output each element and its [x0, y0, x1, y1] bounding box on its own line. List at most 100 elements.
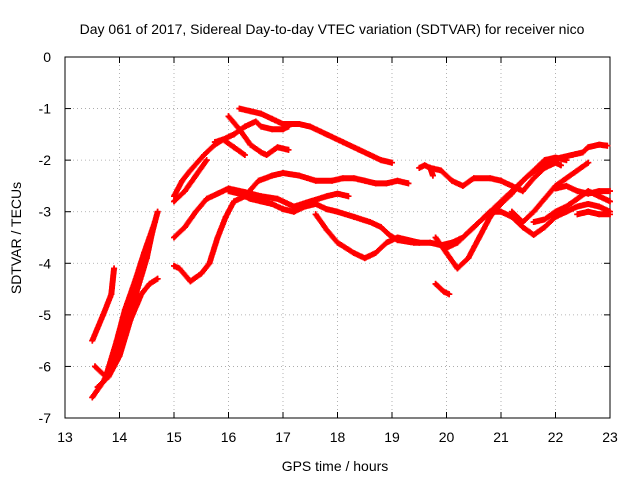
data-point — [596, 211, 603, 218]
data-series-trace-3 — [91, 219, 158, 380]
data-point — [356, 146, 363, 153]
data-point — [519, 188, 526, 195]
data-point — [432, 234, 439, 241]
data-point — [416, 239, 423, 246]
data-point — [405, 237, 412, 244]
data-point — [350, 249, 357, 256]
data-point — [236, 105, 243, 112]
data-point — [367, 151, 374, 158]
data-point — [585, 190, 592, 197]
plot-frame — [64, 56, 611, 419]
x-tick-label: 20 — [439, 429, 455, 445]
x-tick-label: 22 — [548, 429, 564, 445]
data-series-trace-13 — [312, 211, 423, 262]
data-point — [247, 195, 254, 202]
data-point — [230, 198, 237, 205]
data-point — [285, 146, 292, 153]
data-point — [519, 224, 526, 231]
data-point — [154, 275, 161, 282]
data-point — [247, 108, 254, 115]
data-point — [427, 164, 434, 171]
data-point — [394, 234, 401, 241]
data-point — [552, 213, 559, 220]
y-tick-label: -3 — [39, 204, 52, 220]
data-series-trace-7 — [171, 185, 352, 241]
data-point — [89, 337, 96, 344]
data-point — [296, 172, 303, 179]
data-series-trace-6 — [171, 157, 210, 205]
data-series-trace-1 — [89, 265, 118, 344]
data-point — [339, 139, 346, 146]
data-series-trace-12 — [236, 105, 395, 166]
data-point — [405, 180, 412, 187]
data-point — [585, 200, 592, 207]
data-point — [574, 195, 581, 202]
data-point — [446, 291, 453, 298]
data-point — [203, 157, 210, 164]
data-point — [498, 208, 504, 215]
data-point — [487, 213, 494, 220]
data-point — [465, 229, 472, 236]
data-point — [312, 200, 319, 207]
data-point — [206, 260, 213, 267]
data-series-trace-4 — [94, 275, 161, 391]
data-point — [263, 151, 270, 158]
data-point — [541, 224, 548, 231]
data-point — [476, 219, 483, 226]
series-trace — [89, 265, 118, 344]
y-tick-label: -5 — [39, 307, 52, 323]
data-point — [596, 188, 603, 195]
data-point — [247, 141, 254, 148]
data-point — [350, 175, 357, 182]
series-layer — [89, 105, 613, 401]
data-point — [94, 384, 101, 391]
data-point — [132, 291, 139, 298]
data-point — [138, 291, 145, 298]
data-point — [574, 188, 581, 195]
data-point — [432, 280, 439, 287]
data-point — [171, 193, 177, 200]
x-tick-label: 14 — [112, 429, 128, 445]
data-point — [192, 208, 199, 215]
data-point — [296, 121, 303, 128]
data-point — [519, 177, 526, 184]
data-point — [301, 203, 308, 210]
data-point — [530, 231, 537, 238]
data-point — [508, 190, 515, 197]
data-point — [429, 172, 436, 179]
data-point — [127, 317, 134, 324]
data-series-trace-15 — [427, 159, 564, 195]
data-point — [211, 139, 218, 146]
series-trace — [552, 182, 613, 197]
data-point — [585, 144, 592, 151]
data-point — [252, 118, 259, 125]
data-point — [596, 203, 603, 210]
data-point — [154, 208, 161, 215]
data-point — [530, 208, 537, 215]
data-point — [557, 162, 564, 169]
data-point — [541, 216, 548, 223]
data-point — [574, 203, 581, 210]
data-point — [323, 206, 330, 213]
data-point — [563, 175, 570, 182]
data-point — [508, 208, 515, 215]
data-point — [498, 177, 504, 184]
data-series-trace-17 — [432, 280, 453, 298]
data-point — [241, 151, 248, 158]
data-point — [465, 255, 472, 262]
data-point — [176, 265, 183, 272]
y-tick-label: -6 — [39, 358, 52, 374]
data-point — [498, 200, 504, 207]
data-point — [574, 211, 581, 218]
data-point — [274, 144, 281, 151]
data-point — [323, 226, 330, 233]
data-point — [541, 164, 548, 171]
data-point — [280, 126, 286, 133]
data-point — [383, 180, 390, 187]
data-point — [113, 337, 120, 344]
data-point — [312, 177, 319, 184]
data-point — [607, 188, 613, 195]
data-series-trace-16 — [432, 154, 570, 272]
x-tick-label: 15 — [166, 429, 182, 445]
y-tick-label: -4 — [39, 255, 52, 271]
